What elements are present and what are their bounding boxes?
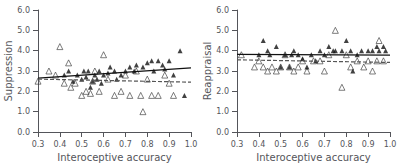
- svg-text:0.3: 0.3: [32, 140, 45, 149]
- svg-text:0.5: 0.5: [274, 140, 287, 149]
- svg-text:0.3: 0.3: [231, 140, 244, 149]
- svg-text:1.0: 1.0: [17, 107, 30, 116]
- svg-text:Interoceptive accuracy: Interoceptive accuracy: [256, 152, 371, 163]
- svg-text:0.4: 0.4: [252, 140, 265, 149]
- svg-text:1.0: 1.0: [185, 140, 198, 149]
- svg-text:0.0: 0.0: [216, 128, 229, 137]
- svg-text:4.0: 4.0: [216, 46, 229, 55]
- svg-text:0.4: 0.4: [53, 140, 66, 149]
- svg-text:0.6: 0.6: [296, 140, 309, 149]
- svg-text:Reappraisal: Reappraisal: [202, 42, 213, 101]
- svg-text:4.0: 4.0: [17, 46, 30, 55]
- svg-text:5.0: 5.0: [17, 26, 30, 35]
- svg-text:2.0: 2.0: [216, 87, 229, 96]
- svg-text:0.8: 0.8: [340, 140, 353, 149]
- svg-text:0.6: 0.6: [97, 140, 110, 149]
- svg-text:6.0: 6.0: [17, 6, 30, 15]
- svg-text:2.0: 2.0: [17, 87, 30, 96]
- svg-text:0.9: 0.9: [163, 140, 176, 149]
- svg-text:1.0: 1.0: [216, 107, 229, 116]
- svg-text:Suppression: Suppression: [3, 40, 14, 101]
- svg-text:0.0: 0.0: [17, 128, 30, 137]
- svg-text:6.0: 6.0: [216, 6, 229, 15]
- svg-text:0.7: 0.7: [318, 140, 331, 149]
- svg-text:3.0: 3.0: [216, 67, 229, 76]
- svg-text:0.7: 0.7: [119, 140, 132, 149]
- svg-text:Interoceptive accuracy: Interoceptive accuracy: [57, 152, 172, 163]
- svg-text:0.5: 0.5: [75, 140, 88, 149]
- svg-text:5.0: 5.0: [216, 26, 229, 35]
- svg-text:1.0: 1.0: [384, 140, 397, 149]
- svg-text:0.9: 0.9: [362, 140, 375, 149]
- svg-text:0.8: 0.8: [141, 140, 154, 149]
- svg-text:3.0: 3.0: [17, 67, 30, 76]
